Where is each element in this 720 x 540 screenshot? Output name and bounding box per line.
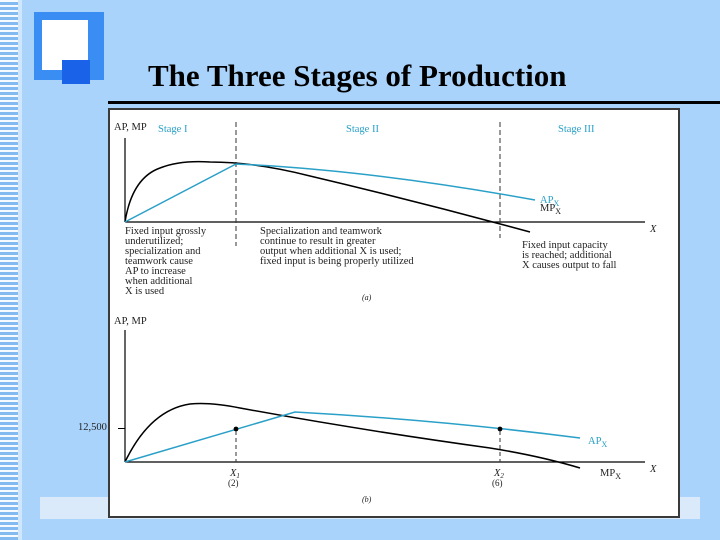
svg-text:Specialization and teamwork: Specialization and teamwork bbox=[260, 226, 383, 237]
panel-a-note-stage2: Specialization and teamwork continue to … bbox=[260, 226, 414, 267]
panel-b-caption: (b) bbox=[362, 495, 372, 504]
svg-text:specialization and: specialization and bbox=[125, 246, 201, 257]
svg-text:X causes output to fall: X causes output to fall bbox=[522, 260, 617, 271]
panel-a-x-axis-label: X bbox=[649, 224, 657, 235]
svg-text:Fixed input grossly: Fixed input grossly bbox=[125, 226, 207, 237]
panel-b-y-tick-mark bbox=[118, 428, 125, 429]
panel-b: AP, MP X X1 (2) X2 (6) APX MPX (b) bbox=[114, 316, 657, 504]
panel-a-caption: (a) bbox=[362, 293, 372, 302]
svg-text:X is used: X is used bbox=[125, 286, 165, 297]
svg-text:is reached; additional: is reached; additional bbox=[522, 250, 612, 261]
panel-b-mp-curve bbox=[124, 402, 581, 469]
title-rule bbox=[108, 101, 720, 104]
panel-b-x-tick-2: X2 bbox=[493, 468, 504, 480]
figure-svg: AP, MP X Stage I Stage II Stage III APX … bbox=[114, 122, 657, 504]
svg-text:continue to result in greater: continue to result in greater bbox=[260, 236, 376, 247]
panel-b-ap-curve bbox=[124, 411, 581, 463]
panel-a-mp-label: MPX bbox=[540, 203, 561, 216]
panel-a-ap-curve bbox=[124, 163, 536, 223]
svg-text:underutilized;: underutilized; bbox=[125, 236, 183, 247]
panel-b-point-x1 bbox=[233, 426, 239, 432]
panel-b-y-axis-label: AP, MP bbox=[114, 316, 147, 327]
logo-square-inner bbox=[62, 60, 90, 84]
production-stages-figure: AP, MP X Stage I Stage II Stage III APX … bbox=[108, 108, 680, 518]
panel-a-y-axis-label: AP, MP bbox=[114, 122, 147, 133]
svg-text:when additional: when additional bbox=[125, 276, 192, 287]
svg-text:teamwork cause: teamwork cause bbox=[125, 256, 193, 267]
panel-a-note-stage1: Fixed input grossly underutilized; speci… bbox=[125, 226, 207, 297]
panel-b-ap-label: APX bbox=[588, 436, 607, 449]
svg-text:Fixed input capacity: Fixed input capacity bbox=[522, 240, 608, 251]
panel-a-note-stage3: Fixed input capacity is reached; additio… bbox=[522, 240, 617, 271]
slide-title: The Three Stages of Production bbox=[148, 58, 567, 93]
panel-b-x-tick-1: X1 bbox=[229, 468, 240, 480]
panel-b-mp-label: MPX bbox=[600, 468, 621, 481]
decorative-stripe-edge bbox=[18, 0, 22, 540]
svg-text:output when additional X is us: output when additional X is used; bbox=[260, 246, 402, 257]
stage-label-1: Stage I bbox=[158, 124, 188, 135]
panel-b-x-tick-1-value: (2) bbox=[228, 478, 239, 488]
panel-b-x-axis-label: X bbox=[649, 464, 657, 475]
panel-a: AP, MP X Stage I Stage II Stage III APX … bbox=[114, 122, 657, 302]
panel-b-y-tick: 12,500 bbox=[78, 422, 107, 433]
panel-b-x-tick-2-value: (6) bbox=[492, 478, 503, 488]
panel-a-ap-label: APX bbox=[540, 195, 559, 208]
stage-label-2: Stage II bbox=[346, 124, 379, 135]
decorative-stripe bbox=[0, 0, 18, 540]
svg-text:fixed input is being properly: fixed input is being properly utilized bbox=[260, 256, 414, 267]
svg-text:AP to increase: AP to increase bbox=[125, 266, 186, 277]
panel-b-point-x2 bbox=[497, 426, 503, 432]
stage-label-3: Stage III bbox=[558, 124, 595, 135]
